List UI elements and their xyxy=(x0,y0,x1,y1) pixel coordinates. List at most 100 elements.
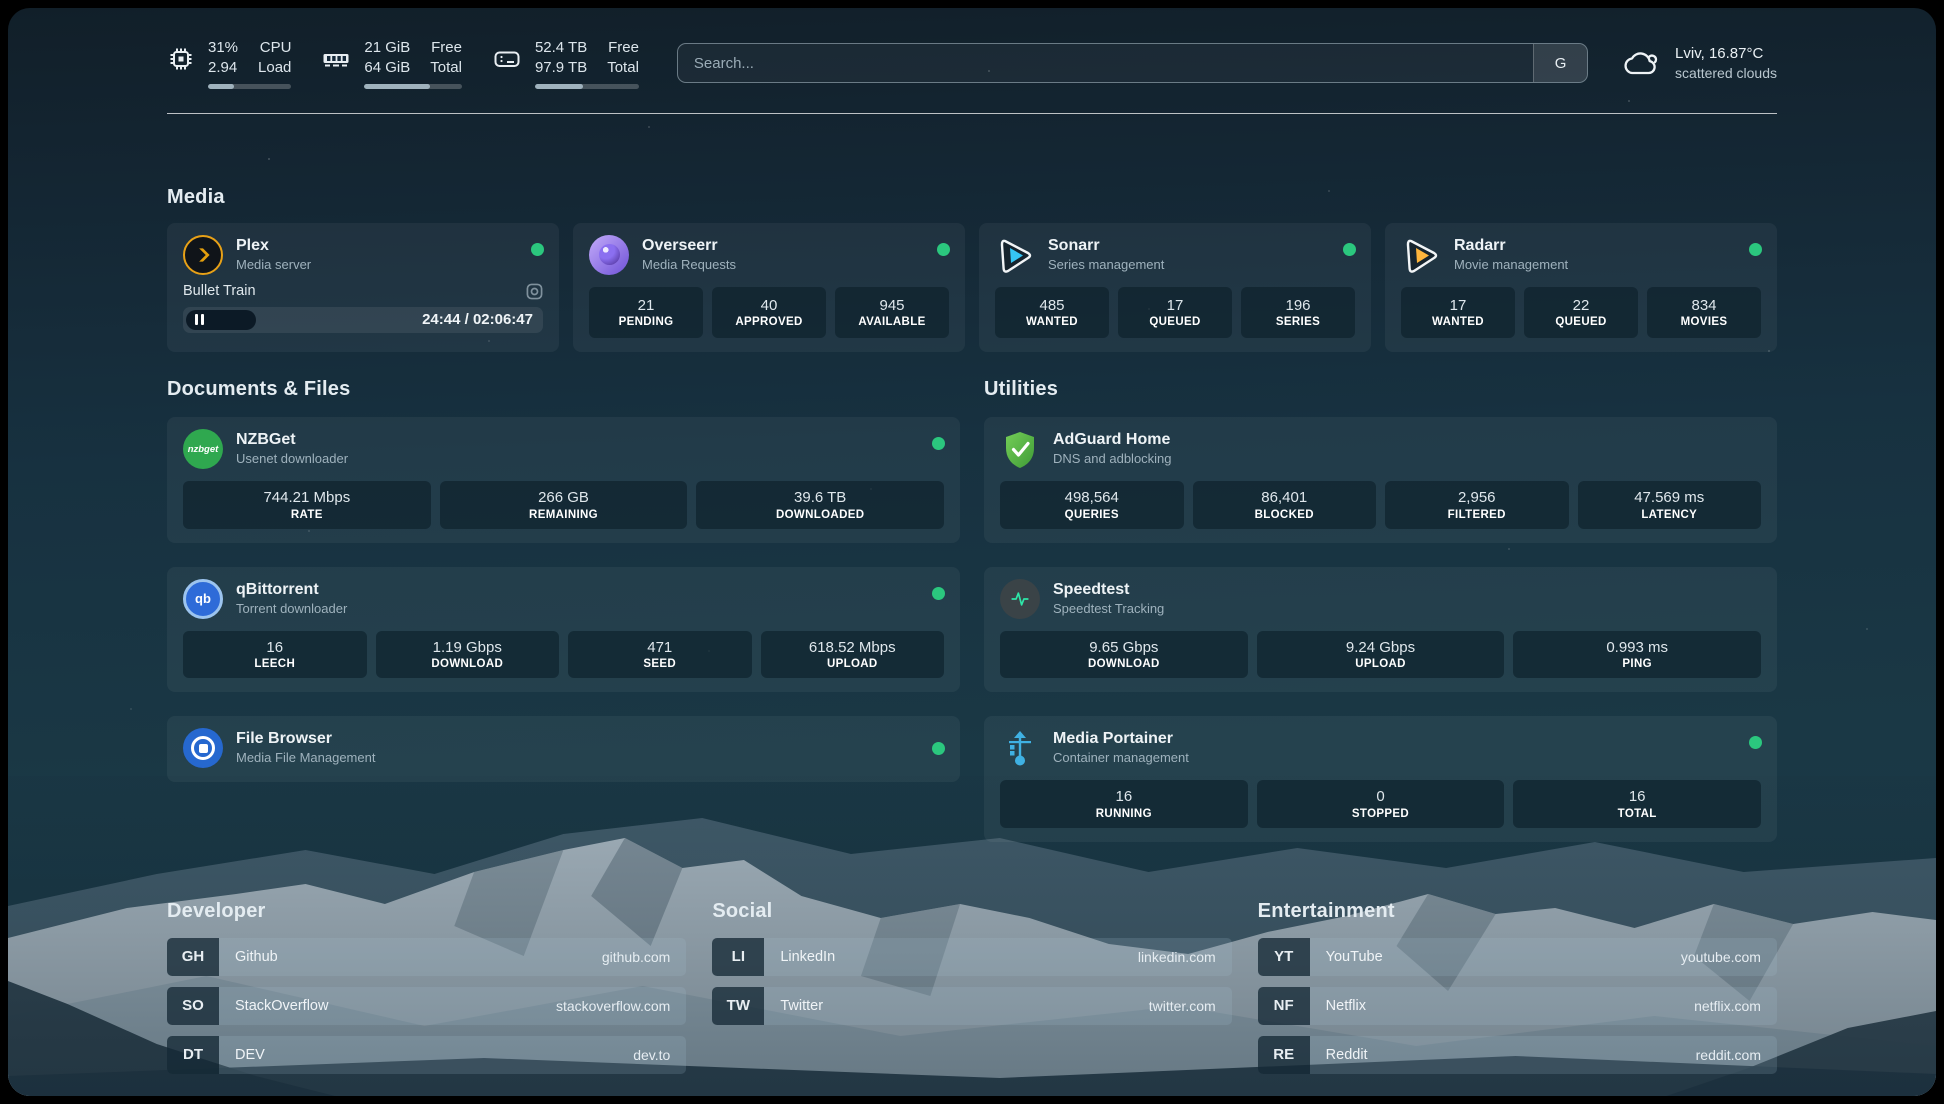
memory-total-label: Total xyxy=(430,59,462,77)
filebrowser-icon xyxy=(183,728,223,768)
bookmark-reddit[interactable]: RE Reddit reddit.com xyxy=(1257,1035,1777,1074)
plex-link[interactable]: Plex Media server xyxy=(183,234,543,275)
bookmark-youtube[interactable]: YT YouTube youtube.com xyxy=(1257,937,1777,976)
overseerr-link[interactable]: Overseerr Media Requests xyxy=(589,234,949,275)
qbittorrent-desc: Torrent downloader xyxy=(236,600,348,616)
filebrowser-desc: Media File Management xyxy=(236,750,376,766)
bookmark-netflix[interactable]: NF Netflix netflix.com xyxy=(1257,986,1777,1025)
overseerr-name: Overseerr xyxy=(642,236,718,254)
sonarr-name: Sonarr xyxy=(1048,236,1100,254)
bookmark-abbr: TW xyxy=(712,986,765,1025)
bookmark-url: reddit.com xyxy=(1695,1046,1761,1063)
weather-widget[interactable]: Lviv, 16.87°C scattered clouds xyxy=(1622,44,1777,82)
bookmark-name: Github xyxy=(235,948,278,965)
plex-player-bar[interactable]: 24:44 / 02:06:47 xyxy=(183,306,543,333)
plex-status-dot xyxy=(531,242,544,256)
portainer-link[interactable]: Media Portainer Container management xyxy=(1000,728,1761,768)
cpu-percent: 31% xyxy=(208,39,239,56)
nzbget-status-dot xyxy=(932,437,945,450)
stat-approved: 40 APPROVED xyxy=(712,286,826,338)
ram-icon xyxy=(321,45,351,73)
portainer-name: Media Portainer xyxy=(1053,730,1174,748)
stat-upload: 618.52 Mbps UPLOAD xyxy=(760,630,944,678)
portainer-desc: Container management xyxy=(1053,750,1189,766)
bookmark-url: linkedin.com xyxy=(1137,948,1216,965)
bookmark-name: DEV xyxy=(235,1046,265,1063)
sonarr-link[interactable]: Sonarr Series management xyxy=(995,235,1355,275)
nzbget-link[interactable]: nzbget NZBGet Usenet downloader xyxy=(183,429,944,469)
session-view-icon[interactable] xyxy=(526,283,543,300)
bookmark-group-social: Social LI LinkedIn linkedin.com TW Twitt… xyxy=(712,900,1232,1074)
overseerr-icon xyxy=(589,234,629,275)
disk-total-value: 97.9 TB xyxy=(534,59,588,77)
bookmark-group-developer: Developer GH Github github.com SO StackO… xyxy=(167,900,687,1074)
stat-wanted: 17 WANTED xyxy=(1401,286,1515,338)
bookmark-url: youtube.com xyxy=(1680,948,1761,965)
plex-name: Plex xyxy=(236,236,269,254)
snow-specks xyxy=(8,8,10,10)
top-bar: 31% 2.94 CPU Load xyxy=(167,8,1777,89)
section-title-utilities: Utilities xyxy=(984,378,1059,400)
bookmark-dev[interactable]: DT DEV dev.to xyxy=(167,1035,687,1074)
stat-stopped: 0 STOPPED xyxy=(1256,780,1505,828)
pause-icon[interactable] xyxy=(195,314,204,325)
radarr-icon xyxy=(1401,235,1441,275)
qbittorrent-link[interactable]: qb qBittorrent Torrent downloader xyxy=(183,578,944,619)
nzbget-icon: nzbget xyxy=(183,429,223,469)
memory-progress-bar xyxy=(364,83,462,89)
bookmark-group-entertainment: Entertainment YT YouTube youtube.com NF … xyxy=(1257,900,1777,1074)
adguard-shield-icon xyxy=(1000,429,1040,469)
adguard-link[interactable]: AdGuard Home DNS and adblocking xyxy=(1000,429,1761,469)
bookmark-url: stackoverflow.com xyxy=(555,997,671,1014)
bookmark-name: StackOverflow xyxy=(235,997,329,1014)
cloud-icon xyxy=(1622,47,1662,79)
radarr-desc: Movie management xyxy=(1454,256,1569,272)
stat-downloaded: 39.6 TB DOWNLOADED xyxy=(696,481,945,529)
homepage-dashboard: 31% 2.94 CPU Load xyxy=(8,8,1936,1096)
radarr-link[interactable]: Radarr Movie management xyxy=(1401,235,1761,275)
section-title-media: Media xyxy=(167,185,225,208)
stat-leech: 16 LEECH xyxy=(183,630,367,678)
stat-upload: 9.24 Gbps UPLOAD xyxy=(1256,630,1505,678)
bookmark-name: LinkedIn xyxy=(780,948,836,965)
bookmark-abbr: RE xyxy=(1257,1035,1310,1074)
playback-time: 24:44 / 02:06:47 xyxy=(422,311,533,328)
cpu-widget: 31% 2.94 CPU Load xyxy=(167,38,292,89)
bookmark-abbr: YT xyxy=(1257,937,1310,976)
stat-blocked: 86,401 BLOCKED xyxy=(1192,481,1376,529)
stat-remaining: 266 GB REMAINING xyxy=(439,481,688,529)
service-card-adguard: AdGuard Home DNS and adblocking 498,564 … xyxy=(984,417,1777,543)
service-card-nzbget: nzbget NZBGet Usenet downloader 744.21 M… xyxy=(167,417,960,543)
background-tint xyxy=(8,776,1936,1096)
search-provider-button[interactable]: G xyxy=(1533,44,1588,83)
now-playing-title: Bullet Train xyxy=(183,283,256,299)
memory-free-value: 21 GiB xyxy=(364,39,411,56)
speedtest-name: Speedtest xyxy=(1053,580,1130,598)
speedtest-desc: Speedtest Tracking xyxy=(1053,600,1165,616)
section-title-documents: Documents & Files xyxy=(167,378,351,400)
stat-series: 196 SERIES xyxy=(1241,286,1355,338)
disk-icon xyxy=(492,45,522,73)
stat-available: 945 AVAILABLE xyxy=(835,286,949,338)
bookmark-stackoverflow[interactable]: SO StackOverflow stackoverflow.com xyxy=(167,986,687,1025)
overseerr-desc: Media Requests xyxy=(642,256,736,272)
bookmark-abbr: GH xyxy=(167,937,219,976)
memory-total-value: 64 GiB xyxy=(364,59,411,77)
stat-latency: 47.569 ms LATENCY xyxy=(1577,481,1761,529)
bookmark-linkedin[interactable]: LI LinkedIn linkedin.com xyxy=(712,937,1232,976)
memory-free-label: Free xyxy=(431,39,462,56)
sonarr-desc: Series management xyxy=(1048,256,1165,272)
bookmark-name: YouTube xyxy=(1325,948,1383,965)
speedtest-link[interactable]: Speedtest Speedtest Tracking xyxy=(1000,578,1761,619)
search-input[interactable] xyxy=(677,44,1534,83)
disk-progress-bar xyxy=(534,83,639,89)
weather-condition: scattered clouds xyxy=(1675,65,1777,82)
bookmark-twitter[interactable]: TW Twitter twitter.com xyxy=(712,986,1232,1025)
stat-queries: 498,564 QUERIES xyxy=(1000,481,1184,529)
stat-seed: 471 SEED xyxy=(568,630,752,678)
bookmark-github[interactable]: GH Github github.com xyxy=(167,937,687,976)
filebrowser-link[interactable]: File Browser Media File Management xyxy=(183,728,944,768)
bookmark-abbr: LI xyxy=(712,937,765,976)
bookmark-url: dev.to xyxy=(633,1046,671,1063)
stat-filtered: 2,956 FILTERED xyxy=(1385,481,1569,529)
